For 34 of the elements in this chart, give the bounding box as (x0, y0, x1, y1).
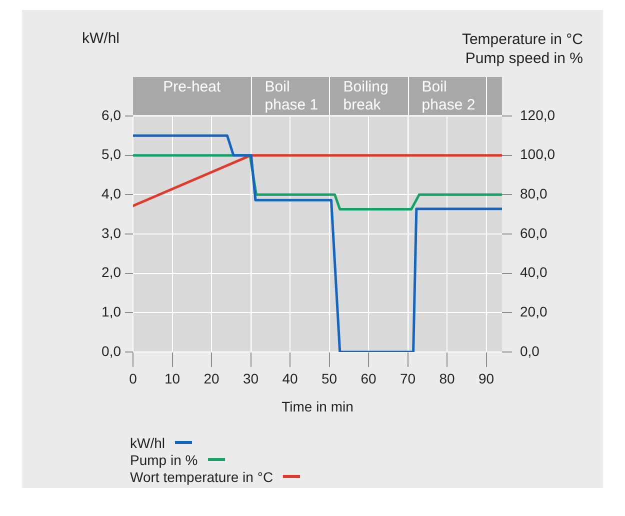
y2-tick-label: 60,0 (520, 224, 548, 241)
x-tick-label: 40 (282, 370, 298, 386)
y2-axis-title: Temperature in °C Pump speed in % (462, 30, 583, 68)
band-label: Boil phase 1 (264, 78, 318, 114)
legend-label: kW/hl (130, 434, 165, 450)
x-tick-label: 70 (400, 370, 416, 386)
band-label: Boil phase 2 (422, 78, 476, 114)
x-tick-label: 10 (164, 370, 180, 386)
y-tick-label: 1,0 (102, 304, 122, 320)
x-tick-label: 60 (360, 370, 377, 386)
legend-label: Wort temperature in °C (130, 468, 274, 484)
y2-tick-label: 120,0 (520, 106, 556, 123)
y2-tick-label: 80,0 (520, 186, 548, 202)
x-axis-title: Time in min (282, 398, 354, 414)
x-tick-label: 20 (204, 370, 220, 386)
legend-label: Pump in % (130, 452, 198, 468)
x-tick-label: 50 (321, 370, 338, 386)
y-tick-label: 5,0 (102, 146, 122, 162)
band-label: Pre-heat (163, 78, 222, 96)
y-tick-label: 6,0 (102, 106, 122, 123)
x-tick-label: 30 (242, 370, 259, 386)
y-tick-label: 3,0 (102, 224, 122, 241)
y2-tick-label: 40,0 (520, 264, 548, 280)
y-tick-label: 2,0 (102, 264, 122, 280)
x-tick-label: 80 (439, 370, 456, 386)
y-tick-label: 4,0 (102, 186, 122, 202)
y2-tick-label: 0,0 (520, 342, 540, 359)
x-tick-label: 90 (478, 370, 494, 386)
y2-tick-label: 100,0 (520, 146, 556, 162)
y2-tick-label: 20,0 (520, 304, 548, 320)
x-tick-label: 0 (129, 370, 138, 386)
y-tick-label: 0,0 (102, 342, 122, 359)
band-label: Boiling break (343, 78, 388, 114)
y-axis-title: kW/hl (82, 30, 120, 47)
